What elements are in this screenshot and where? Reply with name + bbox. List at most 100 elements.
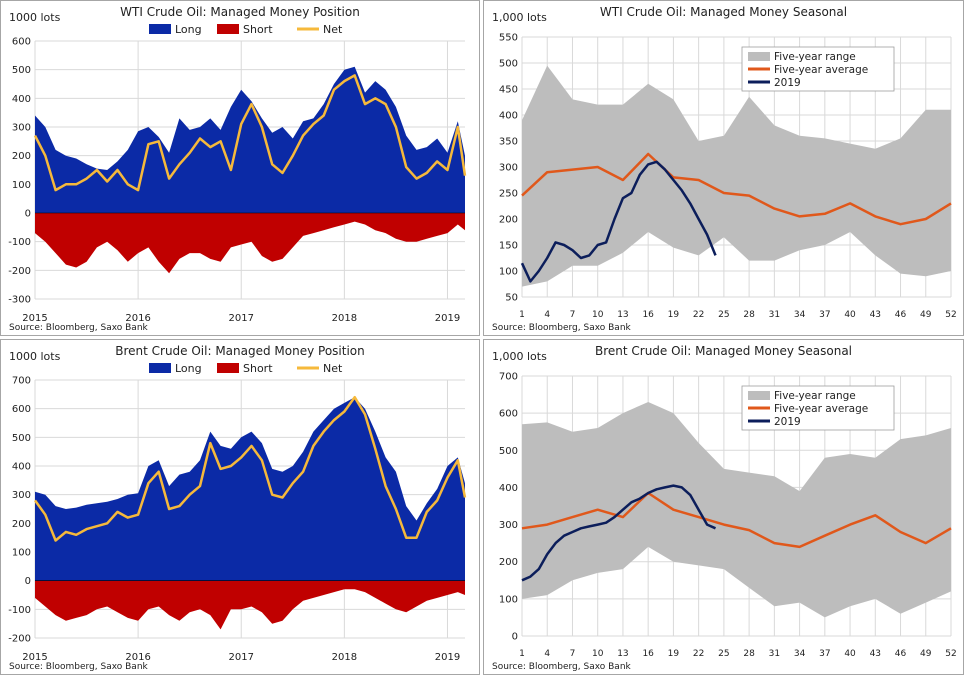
- legend-label-net: Net: [323, 23, 343, 36]
- x-tick-label: 49: [920, 649, 932, 659]
- y-tick-label: 100: [12, 180, 31, 191]
- x-tick-label: 4: [544, 310, 550, 320]
- y-tick-label: 250: [499, 189, 518, 200]
- chart-svg: WTI Crude Oil: Managed Money Position 100…: [8, 5, 467, 333]
- y-tick-label: -200: [8, 266, 31, 277]
- chart-panel-wti-seasonal: WTI Crude Oil: Managed Money Seasonal 1,0…: [483, 0, 964, 336]
- legend-label-long: Long: [175, 23, 202, 36]
- x-tick-label: 40: [844, 310, 856, 320]
- legend-swatch-short: [217, 363, 239, 373]
- y-tick-label: 300: [499, 520, 518, 531]
- y-tick-label: 50: [505, 293, 518, 304]
- legend-label: Five-year average: [774, 403, 868, 415]
- y-tick-label: 200: [499, 557, 518, 568]
- chart-svg: Brent Crude Oil: Managed Money Seasonal 1…: [492, 344, 957, 672]
- x-tick-label: 2016: [125, 652, 150, 663]
- x-tick-label: 2018: [332, 652, 357, 663]
- chart-panel-brent-seasonal: Brent Crude Oil: Managed Money Seasonal 1…: [483, 339, 964, 675]
- x-tick-label: 28: [743, 649, 755, 659]
- five-year-range-band: [522, 402, 951, 618]
- legend-swatch: [748, 391, 770, 400]
- y-tick-label: 600: [499, 409, 518, 420]
- y-tick-label: 100: [12, 548, 31, 559]
- x-tick-label: 10: [592, 649, 604, 659]
- y-tick-label: 0: [25, 576, 31, 587]
- y-unit-label: 1000 lots: [9, 11, 61, 24]
- y-unit-label: 1,000 lots: [492, 350, 547, 363]
- x-tick-label: 2016: [125, 313, 150, 324]
- legend-label-short: Short: [243, 362, 273, 375]
- x-tick-label: 13: [617, 649, 628, 659]
- y-tick-label: 400: [499, 111, 518, 122]
- chart-svg: WTI Crude Oil: Managed Money Seasonal 1,0…: [492, 5, 957, 333]
- y-tick-label: 700: [12, 376, 31, 387]
- y-tick-label: 100: [499, 267, 518, 278]
- legend-label: 2019: [774, 416, 801, 428]
- y-tick-label: 600: [12, 404, 31, 415]
- x-tick-label: 49: [920, 310, 932, 320]
- x-tick-label: 22: [693, 310, 704, 320]
- x-tick-label: 46: [895, 310, 907, 320]
- chart-svg: Brent Crude Oil: Managed Money Position 1…: [8, 344, 467, 672]
- y-tick-label: 200: [499, 215, 518, 226]
- y-tick-label: 600: [12, 37, 31, 48]
- y-tick-label: 350: [499, 137, 518, 148]
- x-tick-label: 28: [743, 310, 755, 320]
- x-tick-label: 40: [844, 649, 856, 659]
- legend-label-long: Long: [175, 362, 202, 375]
- x-tick-label: 43: [870, 649, 881, 659]
- y-tick-label: 200: [12, 151, 31, 162]
- x-tick-label: 34: [794, 310, 806, 320]
- series-long-area: [35, 397, 465, 581]
- y-tick-label: 0: [512, 632, 518, 643]
- legend-label-short: Short: [243, 23, 273, 36]
- x-tick-label: 37: [819, 310, 830, 320]
- x-tick-label: 16: [642, 310, 654, 320]
- y-tick-label: 500: [12, 65, 31, 76]
- y-tick-label: -300: [8, 295, 31, 306]
- y-tick-label: 200: [12, 519, 31, 530]
- x-tick-label: 7: [570, 649, 576, 659]
- five-year-average-line: [521, 491, 952, 549]
- x-tick-label: 2019: [435, 313, 460, 324]
- y-tick-label: 500: [499, 446, 518, 457]
- x-tick-label: 4: [544, 649, 550, 659]
- y-tick-label: 300: [12, 490, 31, 501]
- x-tick-label: 2018: [332, 313, 357, 324]
- x-tick-label: 52: [945, 310, 956, 320]
- x-tick-label: 31: [769, 310, 780, 320]
- x-tick-label: 43: [870, 310, 881, 320]
- y-tick-label: 400: [499, 483, 518, 494]
- x-tick-label: 19: [668, 310, 680, 320]
- x-tick-label: 31: [769, 649, 780, 659]
- five-year-average-line: [521, 152, 952, 226]
- chart-title: Brent Crude Oil: Managed Money Position: [115, 344, 365, 358]
- series-2019-line: [520, 160, 717, 283]
- x-tick-label: 7: [570, 310, 576, 320]
- series-2019-line: [521, 484, 717, 582]
- x-tick-label: 34: [794, 649, 806, 659]
- y-tick-label: 400: [12, 462, 31, 473]
- x-tick-label: 22: [693, 649, 704, 659]
- y-tick-label: 500: [12, 433, 31, 444]
- y-tick-label: 450: [499, 85, 518, 96]
- legend-label: Five-year range: [774, 390, 856, 402]
- y-tick-label: -200: [8, 634, 31, 645]
- x-tick-label: 16: [642, 649, 654, 659]
- y-unit-label: 1000 lots: [9, 350, 61, 363]
- source-note: Source: Bloomberg, Saxo Bank: [9, 323, 149, 333]
- x-tick-label: 1: [519, 310, 525, 320]
- x-tick-label: 37: [819, 649, 830, 659]
- y-tick-label: -100: [8, 237, 31, 248]
- series-short-area: [35, 580, 465, 630]
- legend-swatch-long: [149, 363, 171, 373]
- y-tick-label: 550: [499, 33, 518, 44]
- five-year-range-band: [522, 65, 951, 287]
- x-tick-label: 2017: [229, 313, 254, 324]
- x-tick-label: 25: [718, 649, 729, 659]
- x-tick-label: 2015: [22, 652, 47, 663]
- chart-panel-brent-position: Brent Crude Oil: Managed Money Position 1…: [0, 339, 480, 675]
- x-tick-label: 2019: [435, 652, 460, 663]
- y-tick-label: 0: [25, 209, 31, 220]
- series-short-area: [35, 213, 465, 274]
